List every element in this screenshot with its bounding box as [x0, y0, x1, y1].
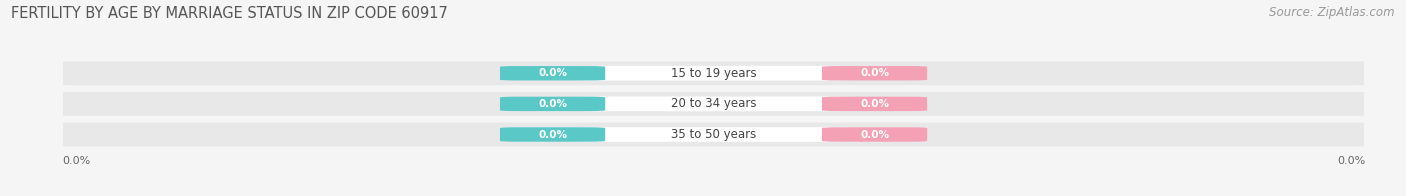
FancyBboxPatch shape	[576, 66, 851, 81]
Text: 0.0%: 0.0%	[538, 68, 567, 78]
Text: 0.0%: 0.0%	[860, 99, 889, 109]
FancyBboxPatch shape	[823, 127, 927, 142]
Text: 35 to 50 years: 35 to 50 years	[671, 128, 756, 141]
FancyBboxPatch shape	[501, 66, 605, 80]
FancyBboxPatch shape	[44, 92, 1384, 116]
Text: Source: ZipAtlas.com: Source: ZipAtlas.com	[1270, 6, 1395, 19]
Text: 0.0%: 0.0%	[860, 68, 889, 78]
Text: FERTILITY BY AGE BY MARRIAGE STATUS IN ZIP CODE 60917: FERTILITY BY AGE BY MARRIAGE STATUS IN Z…	[11, 6, 449, 21]
FancyBboxPatch shape	[823, 97, 927, 111]
FancyBboxPatch shape	[501, 127, 605, 142]
Text: 20 to 34 years: 20 to 34 years	[671, 97, 756, 110]
Text: 0.0%: 0.0%	[538, 130, 567, 140]
FancyBboxPatch shape	[44, 61, 1384, 85]
FancyBboxPatch shape	[44, 122, 1384, 146]
FancyBboxPatch shape	[576, 127, 851, 142]
Text: 0.0%: 0.0%	[860, 130, 889, 140]
FancyBboxPatch shape	[576, 97, 851, 111]
Text: 0.0%: 0.0%	[538, 99, 567, 109]
FancyBboxPatch shape	[823, 66, 927, 80]
FancyBboxPatch shape	[501, 97, 605, 111]
Text: 15 to 19 years: 15 to 19 years	[671, 67, 756, 80]
